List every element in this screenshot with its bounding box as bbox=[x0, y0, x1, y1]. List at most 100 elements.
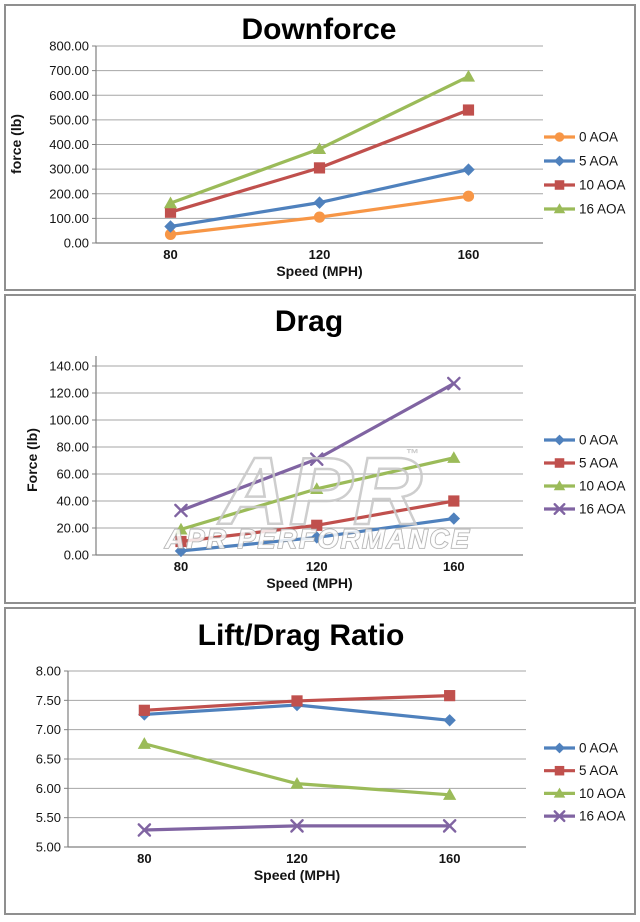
marker-square bbox=[291, 695, 303, 707]
marker-triangle bbox=[553, 480, 566, 491]
drag-chart-title: Drag bbox=[275, 305, 343, 338]
x-axis-tick-label: 160 bbox=[443, 559, 465, 574]
y-axis-title: force (lb) bbox=[8, 114, 24, 174]
marker-square bbox=[164, 206, 177, 218]
series-10-aoa bbox=[174, 451, 461, 535]
y-axis-tick-label: 5.00 bbox=[36, 840, 61, 855]
legend-item-10-aoa: 10 AOA bbox=[544, 178, 626, 193]
legend-item-16-aoa: 16 AOA bbox=[544, 809, 626, 824]
marker-triangle bbox=[310, 482, 324, 494]
x-axis-tick-label: 120 bbox=[306, 559, 328, 574]
marker-square bbox=[175, 535, 187, 548]
watermark-trademark-icon: ™ bbox=[406, 446, 419, 461]
y-axis-tick-label: 100.00 bbox=[49, 413, 89, 428]
marker-square bbox=[554, 180, 565, 190]
watermark-text: APR PERFORMANCE bbox=[164, 524, 471, 554]
marker-square bbox=[462, 104, 475, 116]
legend-label: 0 AOA bbox=[579, 741, 618, 756]
watermark-logo: APR bbox=[218, 438, 423, 545]
legend-item-16-aoa: 16 AOA bbox=[544, 202, 626, 217]
legend-label: 10 AOA bbox=[579, 479, 626, 494]
series-5-aoa bbox=[175, 495, 460, 548]
marker-x bbox=[290, 819, 304, 833]
marker-triangle bbox=[163, 196, 178, 209]
y-axis-tick-label: 800.00 bbox=[49, 39, 89, 54]
y-axis-tick-label: 0.00 bbox=[64, 236, 89, 251]
lift-drag-ratio-chart-panel: Lift/Drag Ratio 5.00 5.50 6.00 6.50 7.00 7.50… bbox=[4, 607, 636, 915]
legend: 0 AOA 5 AOA 10 AOA 16 AOA bbox=[544, 741, 626, 824]
marker-x bbox=[442, 819, 457, 833]
legend-label: 5 AOA bbox=[579, 154, 618, 169]
legend-item-0-aoa: 0 AOA bbox=[544, 130, 618, 145]
x-axis-title: Speed (MPH) bbox=[254, 867, 340, 883]
lift-drag-ratio-chart-title: Lift/Drag Ratio bbox=[198, 619, 405, 652]
legend-label: 10 AOA bbox=[579, 178, 626, 193]
y-axis-tick-label: 60.00 bbox=[56, 467, 89, 482]
x-axis-tick-label: 160 bbox=[439, 851, 461, 866]
series-10-aoa bbox=[137, 737, 457, 800]
series-5-aoa bbox=[138, 690, 456, 716]
marker-diamond bbox=[164, 220, 177, 233]
marker-triangle bbox=[461, 69, 476, 82]
marker-triangle bbox=[312, 142, 327, 155]
legend-label: 10 AOA bbox=[579, 786, 626, 801]
x-axis-tick-label: 80 bbox=[163, 247, 177, 262]
y-axis-tick-label: 0.00 bbox=[64, 548, 89, 563]
legend-item-5-aoa: 5 AOA bbox=[544, 154, 618, 169]
y-axis-tick-label: 500.00 bbox=[49, 112, 89, 127]
marker-square bbox=[554, 765, 565, 776]
legend-label: 5 AOA bbox=[579, 456, 618, 471]
y-axis-tick-label: 40.00 bbox=[56, 494, 89, 509]
marker-square bbox=[313, 162, 326, 174]
marker-diamond bbox=[554, 742, 565, 754]
marker-diamond bbox=[554, 434, 565, 446]
marker-circle bbox=[313, 211, 326, 223]
plot-area: 0.00 100.00 200.00 300.00 400.00 500.00 600.00… bbox=[8, 39, 626, 280]
legend-item-16-aoa: 16 AOA bbox=[544, 502, 626, 517]
legend: 0 AOA 5 AOA 10 AOA 16 AOA bbox=[544, 130, 626, 217]
series-16-aoa bbox=[137, 819, 457, 837]
y-axis-tick-label: 8.00 bbox=[36, 664, 61, 679]
y-axis-tick-label: 120.00 bbox=[49, 386, 89, 401]
series-16-aoa bbox=[174, 376, 461, 518]
y-axis-tick-label: 400.00 bbox=[49, 137, 89, 152]
y-axis-tick-label: 6.00 bbox=[36, 781, 61, 796]
marker-triangle bbox=[553, 203, 566, 214]
marker-circle bbox=[462, 190, 475, 202]
marker-diamond bbox=[462, 163, 475, 176]
marker-triangle bbox=[443, 788, 457, 800]
marker-triangle bbox=[174, 522, 188, 535]
y-axis-tick-label: 300.00 bbox=[49, 162, 89, 177]
plot-area: 5.00 5.50 6.00 6.50 7.00 7.50 8.00 80 120 160 Spee… bbox=[36, 664, 626, 884]
marker-x bbox=[137, 823, 152, 837]
marker-square bbox=[554, 458, 565, 468]
marker-square bbox=[448, 495, 460, 507]
legend-item-5-aoa: 5 AOA bbox=[544, 763, 618, 778]
marker-diamond bbox=[313, 196, 326, 209]
marker-square bbox=[311, 519, 323, 531]
y-axis-tick-label: 5.50 bbox=[36, 810, 61, 825]
downforce-chart-title: Downforce bbox=[241, 13, 396, 46]
y-axis-tick-label: 7.50 bbox=[36, 693, 61, 708]
y-axis-tick-label: 200.00 bbox=[49, 186, 89, 201]
downforce-line-chart: Downforce 0.00 100.00 200.00 300.00 400.00 50… bbox=[8, 13, 626, 280]
legend-item-5-aoa: 5 AOA bbox=[544, 456, 618, 471]
lift-drag-ratio-line-chart: Lift/Drag Ratio 5.00 5.50 6.00 6.50 7.00 7.50… bbox=[36, 619, 626, 884]
y-axis-tick-label: 700.00 bbox=[49, 63, 89, 78]
marker-diamond bbox=[443, 714, 456, 727]
marker-square bbox=[444, 690, 456, 702]
marker-x bbox=[309, 452, 324, 466]
marker-diamond bbox=[447, 512, 461, 525]
x-axis-title: Speed (MPH) bbox=[266, 575, 352, 591]
series-16-aoa bbox=[163, 69, 476, 209]
legend-item-0-aoa: 0 AOA bbox=[544, 433, 618, 448]
legend-item-10-aoa: 10 AOA bbox=[544, 479, 626, 494]
marker-circle bbox=[554, 132, 565, 142]
marker-diamond bbox=[554, 155, 565, 167]
legend-label: 0 AOA bbox=[579, 433, 618, 448]
series-0-aoa bbox=[164, 190, 475, 240]
x-axis-tick-label: 120 bbox=[286, 851, 308, 866]
x-axis-tick-label: 120 bbox=[309, 247, 331, 262]
